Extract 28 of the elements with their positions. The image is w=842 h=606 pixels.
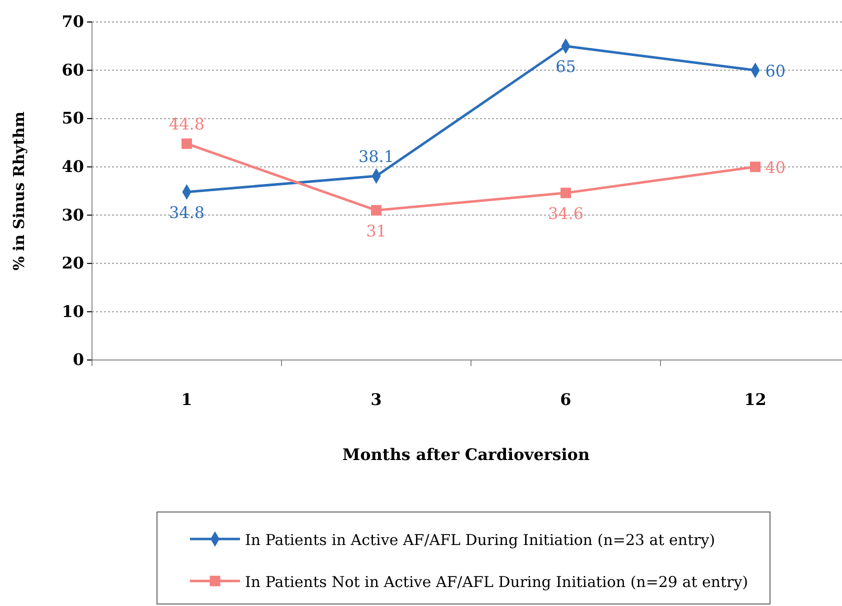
y-tick-label: 0 [72, 350, 84, 370]
data-label: 60 [765, 61, 786, 80]
data-label: 40 [765, 158, 786, 177]
legend-label: In Patients Not in Active AF/AFL During Initiation (n=29 at entry) [245, 573, 748, 591]
x-tick-label: 3 [370, 390, 382, 409]
y-tick-label: 70 [62, 12, 84, 32]
data-label: 38.1 [358, 147, 394, 166]
data-label: 31 [366, 221, 386, 240]
y-tick-label: 20 [62, 254, 84, 273]
legend-label: In Patients in Active AF/AFL During Initiation (n=23 at entry) [245, 531, 716, 549]
y-tick-label: 10 [62, 302, 84, 321]
x-tick-label: 12 [744, 390, 766, 409]
x-tick-label: 1 [181, 390, 192, 409]
y-axis-title: % in Sinus Rhythm [10, 111, 28, 271]
data-label: 34.8 [168, 202, 205, 222]
point [750, 162, 760, 172]
y-tick-label: 50 [62, 108, 84, 128]
point [371, 205, 382, 216]
data-label: 44.8 [168, 114, 205, 134]
y-tick-label: 40 [62, 156, 84, 176]
data-label: 34.6 [548, 204, 584, 223]
y-tick-label: 60 [62, 60, 84, 80]
point [182, 138, 192, 149]
y-tick-label: 30 [62, 205, 84, 224]
x-tick-label: 6 [560, 390, 572, 409]
point [560, 188, 571, 198]
data-label: 65 [556, 57, 576, 76]
x-axis-title: Months after Cardioversion [342, 445, 590, 464]
